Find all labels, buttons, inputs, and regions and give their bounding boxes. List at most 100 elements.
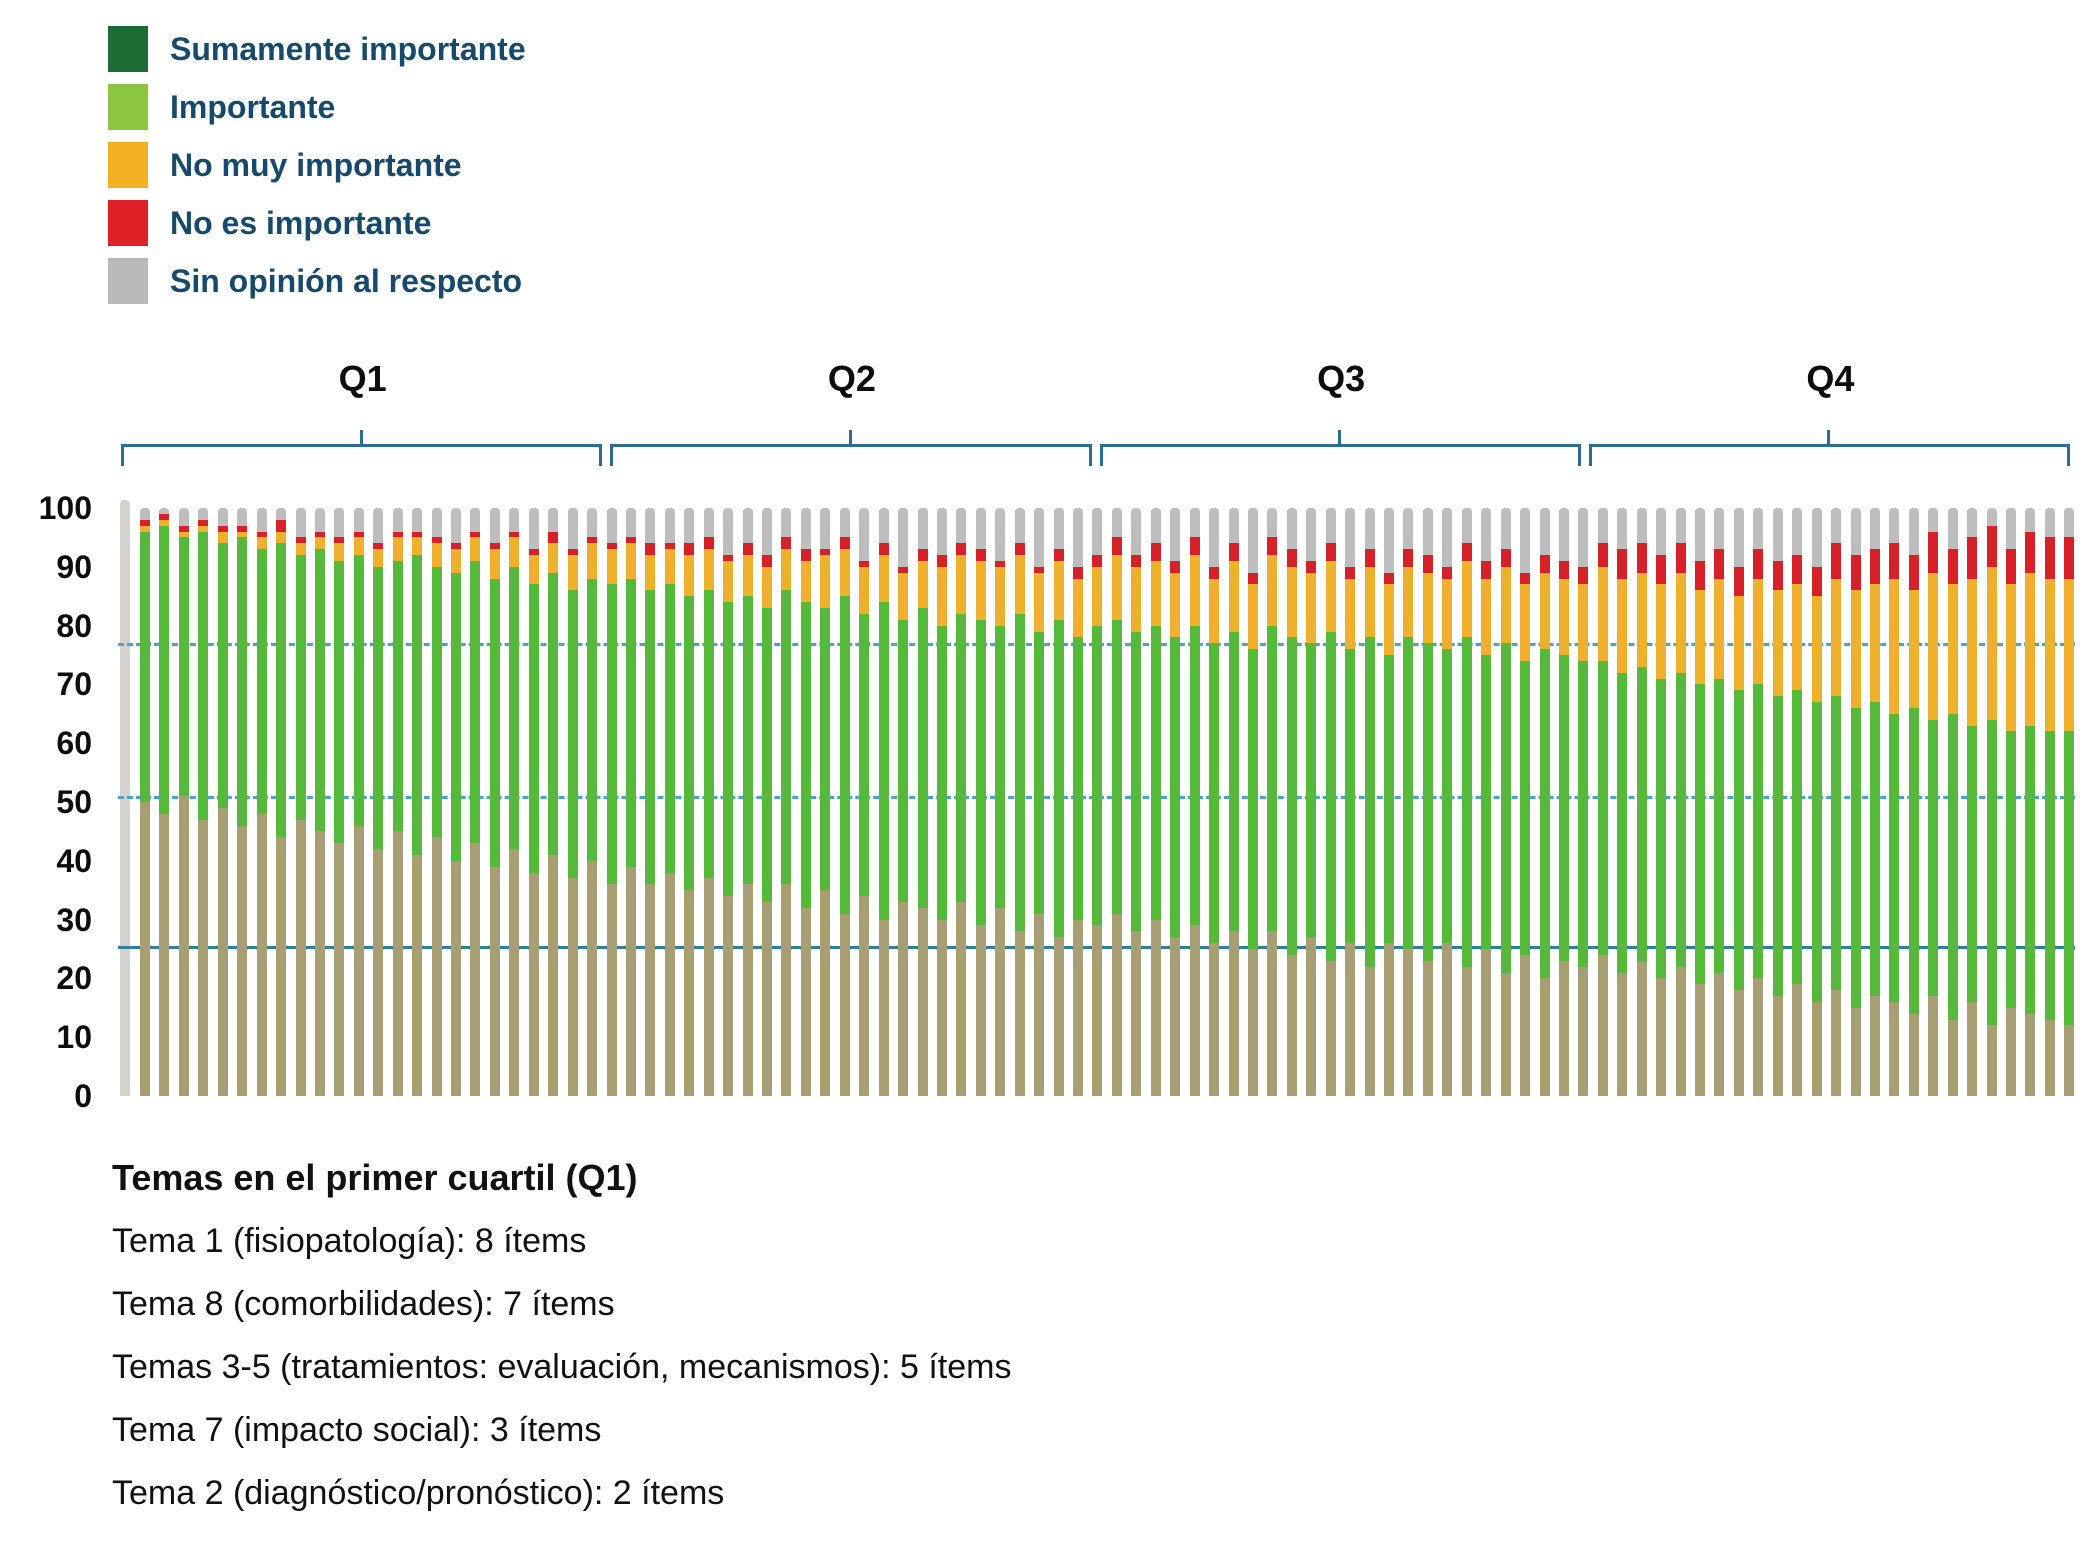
bar-segment-importante xyxy=(1908,707,1919,1014)
bar-segment-sin-opinion xyxy=(431,508,442,538)
bar-segment-no-muy-importante xyxy=(587,543,598,579)
stacked-bar xyxy=(295,508,306,1096)
bar-segment-no-es-importante xyxy=(1695,560,1705,591)
stacked-bar xyxy=(1772,508,1783,1096)
legend-item: No es importante xyxy=(108,194,526,252)
bar-segment-no-muy-importante xyxy=(781,549,792,591)
bar-segment-sumamente xyxy=(1422,960,1433,1096)
bar-segment-sumamente xyxy=(548,854,559,1096)
bar-segment-no-es-importante xyxy=(1656,555,1667,585)
bar-segment-importante xyxy=(878,602,889,920)
y-axis-label: 10 xyxy=(56,1019,92,1056)
bar-segment-no-es-importante xyxy=(1053,549,1064,561)
stacked-bar xyxy=(353,508,364,1096)
bar-segment-no-muy-importante xyxy=(1792,584,1803,691)
bar-segment-sin-opinion xyxy=(1539,508,1550,556)
bar-segment-sin-opinion xyxy=(1345,508,1356,567)
bar-segment-sin-opinion xyxy=(451,508,461,544)
bar-segment-importante xyxy=(256,549,267,814)
bar-segment-importante xyxy=(1286,637,1297,955)
stacked-bar xyxy=(1967,508,1978,1096)
bar-segment-importante xyxy=(936,625,947,920)
bar-segment-sin-opinion xyxy=(1967,508,1978,538)
bar-segment-sumamente xyxy=(1111,913,1122,1096)
stacked-bar xyxy=(2006,508,2016,1096)
bar-segment-no-muy-importante xyxy=(898,572,909,620)
bar-segment-sin-opinion xyxy=(1384,508,1394,573)
bar-segment-sumamente xyxy=(1792,984,1803,1096)
bar-segment-no-muy-importante xyxy=(1967,578,1978,726)
bar-segment-importante xyxy=(1831,696,1842,991)
stacked-bar xyxy=(1558,508,1569,1096)
bar-segment-no-es-importante xyxy=(1131,555,1142,567)
bar-segment-importante xyxy=(1481,655,1492,949)
bar-segment-no-muy-importante xyxy=(256,537,267,550)
y-axis-label: 0 xyxy=(74,1078,92,1114)
bar-segment-no-muy-importante xyxy=(1869,584,1880,703)
bar-segment-no-muy-importante xyxy=(1150,560,1161,626)
stacked-bar xyxy=(1286,508,1297,1096)
bar-segment-no-muy-importante xyxy=(1442,578,1453,650)
stacked-bar xyxy=(1850,508,1861,1096)
bar-segment-no-es-importante xyxy=(1209,566,1220,579)
bar-segment-importante xyxy=(412,555,423,855)
bar-segment-importante xyxy=(1967,725,1978,1002)
bar-segment-no-muy-importante xyxy=(1189,555,1200,626)
bar-segment-sumamente xyxy=(1170,937,1181,1096)
bar-segment-importante xyxy=(237,537,248,826)
legend-item: Sin opinión al respecto xyxy=(108,252,526,310)
bar-segment-no-es-importante xyxy=(1967,537,1978,579)
bar-segment-importante xyxy=(800,602,811,908)
bar-segment-importante xyxy=(1034,631,1045,914)
bar-segment-importante xyxy=(489,578,500,867)
bar-segment-importante xyxy=(1073,637,1083,920)
bar-segment-no-muy-importante xyxy=(276,531,287,544)
bar-segment-importante xyxy=(1656,678,1667,979)
stacked-bar xyxy=(1189,508,1200,1096)
bar-segment-sin-opinion xyxy=(1442,508,1453,567)
bar-segment-sin-opinion xyxy=(664,508,675,544)
footnote-line: Tema 7 (impacto social): 3 ítems xyxy=(112,1411,602,1449)
stacked-bar xyxy=(451,508,461,1096)
bar-segment-no-es-importante xyxy=(1753,549,1764,579)
bar-segment-no-es-importante xyxy=(1442,566,1453,579)
bar-segment-no-es-importante xyxy=(800,549,811,561)
bar-segment-no-es-importante xyxy=(256,531,267,538)
bar-segment-no-es-importante xyxy=(2025,531,2036,573)
stacked-bar xyxy=(2044,508,2055,1096)
bar-segment-no-es-importante xyxy=(1500,549,1511,567)
bar-segment-sin-opinion xyxy=(898,508,909,567)
stacked-bar xyxy=(878,508,889,1096)
bar-segment-sin-opinion xyxy=(528,508,539,550)
bar-segment-sumamente xyxy=(664,872,675,1096)
bar-segment-importante xyxy=(1850,707,1861,1008)
bar-segment-sin-opinion xyxy=(1578,508,1589,567)
bar-segment-importante xyxy=(334,560,345,844)
bar-segment-importante xyxy=(1053,619,1064,938)
bar-segment-sumamente xyxy=(217,807,228,1096)
bar-segment-sumamente xyxy=(159,813,170,1096)
bar-segment-importante xyxy=(1578,660,1589,967)
bar-segment-no-muy-importante xyxy=(762,566,772,608)
bar-segment-sumamente xyxy=(1189,925,1200,1096)
bar-segment-no-muy-importante xyxy=(1558,578,1569,656)
stacked-bar xyxy=(975,508,986,1096)
bar-segment-sumamente xyxy=(1967,1001,1978,1096)
bar-segment-no-muy-importante xyxy=(373,549,384,567)
bar-segment-no-es-importante xyxy=(1481,560,1492,579)
bar-segment-sin-opinion xyxy=(1325,508,1336,544)
bar-segment-importante xyxy=(781,590,792,885)
stacked-bar xyxy=(1617,508,1628,1096)
quartile-label: Q2 xyxy=(827,358,876,399)
bar-segment-sumamente xyxy=(373,849,384,1096)
bar-segment-sumamente xyxy=(1150,919,1161,1096)
bar-segment-importante xyxy=(1558,655,1569,961)
stacked-bar xyxy=(1831,508,1842,1096)
quartile-label: Q1 xyxy=(338,358,387,399)
stacked-bar xyxy=(742,508,753,1096)
stacked-bar xyxy=(1247,508,1258,1096)
bar-segment-no-es-importante xyxy=(1364,549,1375,567)
bar-segment-no-muy-importante xyxy=(2044,578,2055,732)
stacked-bar xyxy=(1170,508,1181,1096)
bar-segment-importante xyxy=(2025,725,2036,1014)
